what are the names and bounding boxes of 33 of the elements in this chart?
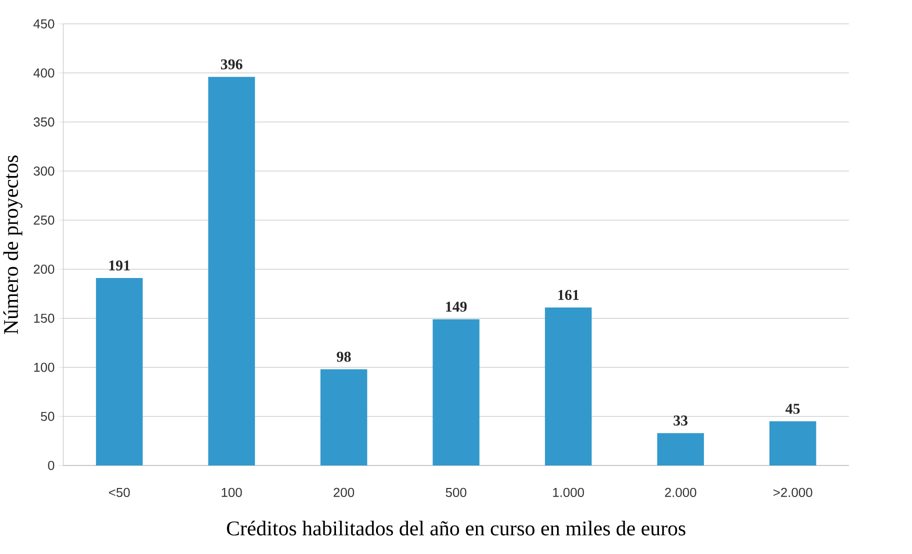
data-label: 191	[109, 260, 130, 271]
data-label: 98	[336, 352, 351, 362]
y-tick-label: 0	[48, 460, 54, 470]
x-tick-label: 200	[334, 488, 354, 498]
y-tick-label: 250	[34, 216, 54, 225]
data-label: 396	[220, 59, 242, 70]
x-tick-label: 100	[222, 488, 242, 498]
bar	[96, 278, 143, 466]
data-label: 161	[558, 290, 579, 300]
data-label: 33	[674, 416, 688, 426]
x-tick-label: >2.000	[773, 488, 812, 498]
bar	[544, 307, 592, 466]
bar	[769, 421, 816, 466]
y-tick-label: 150	[34, 314, 54, 323]
y-tick-label: 100	[34, 362, 54, 372]
data-label: 149	[446, 302, 467, 312]
y-tick-label: 400	[33, 68, 54, 78]
x-tick-label: <50	[109, 488, 130, 498]
x-tick-label: 1.000	[553, 488, 584, 498]
bar	[657, 433, 704, 466]
y-tick-label: 200	[34, 264, 54, 274]
y-tick-label: 300	[34, 166, 54, 176]
y-tick-label: 350	[34, 117, 54, 127]
x-tick-label: 500	[446, 488, 466, 498]
data-label: 45	[786, 404, 800, 414]
bar	[208, 76, 255, 466]
y-tick-label: 450	[33, 19, 54, 28]
x-tick-label: 2.000	[665, 488, 696, 498]
bar	[320, 369, 368, 466]
x-axis-title: Créditos habilitados del año en curso en miles de euros	[226, 520, 686, 536]
y-tick-label: 50	[40, 412, 54, 421]
bar	[432, 319, 480, 466]
y-axis-title: Número de proyectos	[3, 156, 22, 334]
